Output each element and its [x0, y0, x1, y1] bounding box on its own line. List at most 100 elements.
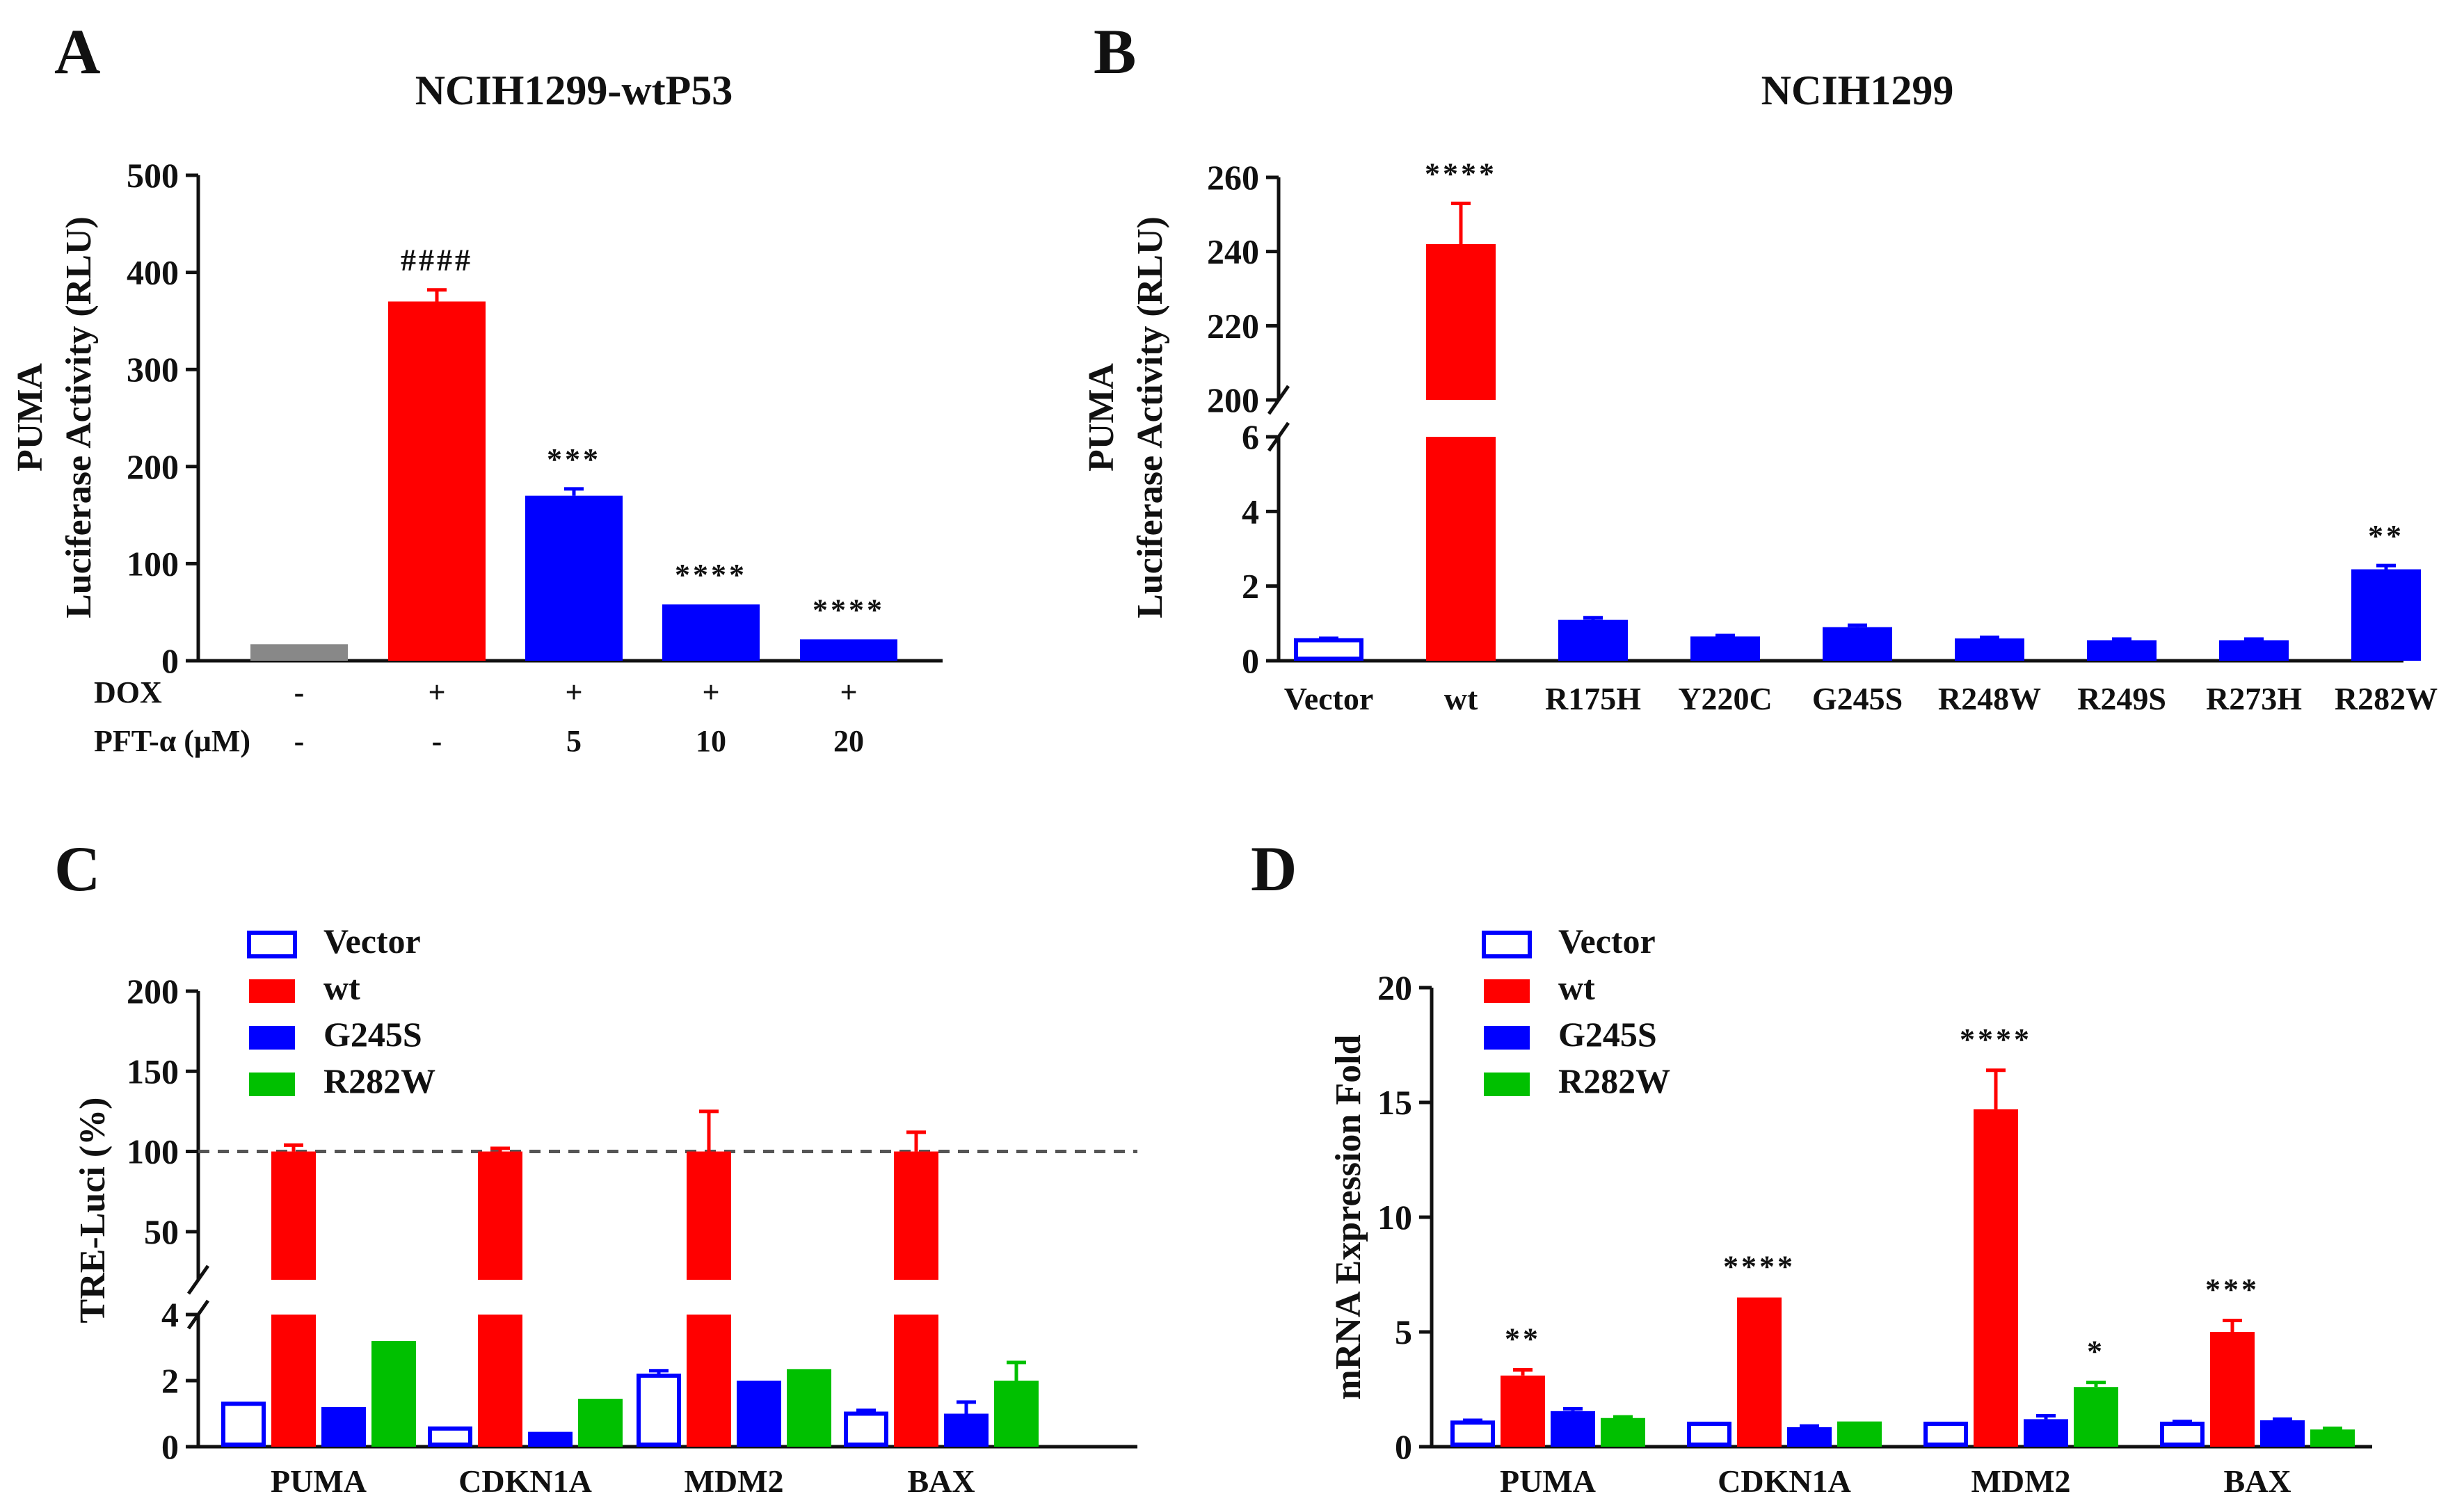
panel-c-bar: [944, 1413, 989, 1447]
panel-c-legend-label: Vector: [323, 922, 421, 961]
panel-c-bar: [844, 1411, 888, 1447]
panel-c-bar: [478, 1315, 522, 1447]
panel-d-bar: [2210, 1332, 2255, 1447]
panel-b-bar: [1823, 627, 1892, 661]
panel-d-category-label: BAX: [2223, 1463, 2291, 1499]
panel-c-category-label: BAX: [907, 1463, 975, 1499]
panel-c-ytick-label: 50: [144, 1212, 179, 1251]
panel-label-b: B: [1094, 16, 1136, 87]
panel-b-ylabel-line1: PUMA: [1082, 363, 1121, 472]
panel-a-bar: [662, 604, 760, 661]
panel-d-legend-label: Vector: [1558, 922, 1656, 961]
panel-c-legend-label: wt: [323, 968, 360, 1007]
panel-c-bar: [787, 1369, 831, 1447]
panel-d-bar: [1787, 1427, 1832, 1447]
panel-a-annotation: ****: [675, 558, 747, 592]
panel-b-bar: [1294, 638, 1363, 661]
panel-c-ytick-label: 0: [161, 1427, 179, 1466]
panel-c-bar: [271, 1315, 316, 1447]
panel-b-category-label: wt: [1444, 681, 1478, 716]
panel-b-bar-upper: [1426, 244, 1496, 400]
panel-c-bar-upper: [271, 1151, 316, 1280]
panel-d-legend-label: R282W: [1558, 1061, 1670, 1100]
panel-d-bar: [2260, 1420, 2305, 1447]
panel-a-annotation: ****: [813, 593, 885, 627]
panel-c-bar: [637, 1373, 681, 1447]
panel-c-bar: [528, 1431, 573, 1447]
panel-b-annotation: ****: [1425, 156, 1497, 191]
panel-c-bar: [994, 1381, 1039, 1447]
panel-a-ytick-label: 300: [127, 350, 179, 389]
panel-b-category-label: G245S: [1812, 681, 1903, 716]
panel-c-ytick-label: 100: [127, 1132, 179, 1171]
panel-label-a: A: [54, 16, 100, 87]
panel-d-ytick-label: 20: [1377, 968, 1412, 1007]
panel-b-category-label: R282W: [2335, 681, 2438, 716]
panel-a-title: NCIH1299-wtP53: [415, 67, 733, 113]
panel-c-ytick-label: 150: [127, 1052, 179, 1091]
panel-c-category-label: CDKN1A: [458, 1463, 592, 1499]
panel-a-annotation: ***: [547, 442, 601, 476]
panel-d-bar: [2024, 1419, 2068, 1447]
panel-d-legend-label: wt: [1558, 968, 1595, 1007]
panel-d-ytick-label: 0: [1395, 1427, 1412, 1466]
panel-b-category-label: Y220C: [1678, 681, 1772, 716]
panel-b-bar: [1690, 636, 1760, 661]
panel-d-legend-swatch: [1484, 1026, 1530, 1050]
panel-c-bar: [687, 1315, 731, 1447]
panel-a-table-row-label: PFT-α (μM): [94, 724, 250, 758]
panel-a-table-cell: -: [294, 724, 305, 758]
panel-d-bar: [1601, 1417, 1645, 1447]
panel-c-bar: [578, 1399, 623, 1447]
panel-d-legend-swatch: [1484, 1073, 1530, 1096]
panel-c-bar: [371, 1341, 416, 1447]
panel-b-bar: [2219, 640, 2289, 661]
panel-b-ytick-label: 260: [1207, 158, 1259, 197]
panel-d-annotation: ***: [2205, 1273, 2259, 1307]
panel-c-ylabel: TRE-Luci (%): [73, 1098, 113, 1324]
panel-c-legend-swatch: [247, 931, 297, 958]
panel-b-bar: [2351, 569, 2421, 661]
panel-b-category-label: R248W: [1938, 681, 2041, 716]
panel-d-annotation: *: [2087, 1335, 2105, 1369]
panel-a-table-cell: 20: [833, 724, 864, 758]
panel-label-d: D: [1251, 833, 1297, 904]
panel-d-category-label: CDKN1A: [1718, 1463, 1851, 1499]
panel-a-table-row-label: DOX: [94, 675, 162, 709]
panel-a-bar: [250, 644, 348, 661]
panel-c-chart: 50 100 150 200 0 2 4 TRE-Luci (%) PUMA CDKN1A MDM2…: [73, 922, 1137, 1499]
panel-b-bar: [1558, 619, 1628, 661]
panel-b-ytick-label: 220: [1207, 306, 1259, 345]
panel-a-table-cell: -: [294, 675, 305, 709]
panel-d-bar: [1974, 1109, 2018, 1447]
panel-d-bar: [1501, 1375, 1545, 1447]
panel-d-bar: [1837, 1421, 1882, 1447]
panel-b-ytick-label: 4: [1242, 492, 1259, 531]
panel-d-ylabel: mRNA Expression Fold: [1329, 1034, 1368, 1399]
panel-d-category-label: PUMA: [1500, 1463, 1596, 1499]
panel-c-legend-swatch: [249, 1073, 295, 1096]
panel-d-bar: [1687, 1422, 1731, 1447]
panel-a-bar: [800, 639, 897, 661]
panel-c-legend-swatch: [249, 1026, 295, 1050]
panel-a-table-cell: 5: [566, 724, 582, 758]
panel-b-category-label: R273H: [2206, 681, 2302, 716]
panel-c-legend-label: R282W: [323, 1061, 435, 1100]
panel-a-ylabel-line2: Luciferase Activity (RLU): [59, 216, 99, 618]
panel-d-legend-swatch: [1482, 931, 1532, 958]
panel-label-c: C: [54, 833, 100, 904]
panel-d-legend-label: G245S: [1558, 1015, 1657, 1054]
panel-b-bar: [2087, 640, 2157, 661]
panel-a-ytick-label: 500: [127, 156, 179, 195]
panel-d-ytick-label: 5: [1395, 1312, 1412, 1351]
panel-d-bar: [2074, 1387, 2118, 1447]
panel-b-title: NCIH1299: [1761, 67, 1954, 113]
panel-b-ytick-label: 6: [1242, 417, 1259, 456]
panel-d-annotation: **: [1505, 1322, 1541, 1356]
panel-b-annotation: **: [2368, 519, 2404, 553]
panel-d-bar: [2160, 1422, 2205, 1447]
panel-b-category-label: R249S: [2077, 681, 2166, 716]
panel-c-bar: [221, 1401, 266, 1447]
panel-d-bar: [1450, 1420, 1495, 1447]
panel-c-axis-break-upper: [186, 1264, 210, 1295]
